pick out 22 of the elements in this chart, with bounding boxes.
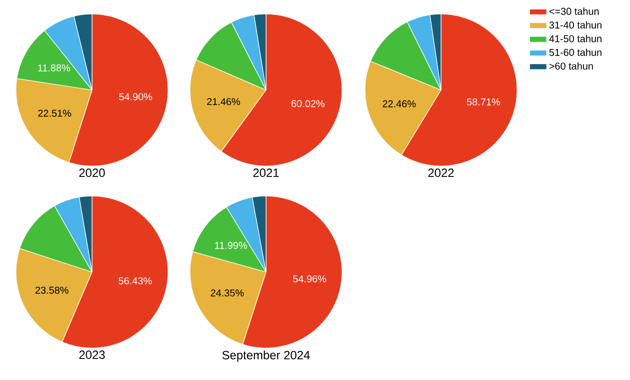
data-label: 54.90% — [119, 93, 152, 100]
legend-label: 41-50 tahun — [549, 34, 602, 42]
data-label: 60.02% — [292, 100, 324, 108]
text: 2023 — [79, 350, 105, 359]
data-label: 23.58% — [35, 286, 68, 294]
data-label: 11.99% — [215, 242, 248, 249]
data-label: 22.46% — [382, 100, 416, 108]
legend-label: 51-60 tahun — [549, 48, 602, 56]
data-label: 21.46% — [207, 98, 240, 106]
text: 2021 — [253, 168, 279, 177]
data-label: 54.96% — [293, 275, 326, 282]
legend-label: >60 tahun — [549, 62, 593, 70]
data-label: 11.88% — [38, 64, 70, 72]
data-label: 24.35% — [210, 289, 244, 296]
legend-label: <=30 tahun — [549, 8, 599, 15]
text: 2022 — [428, 168, 454, 177]
data-label: 22.51% — [38, 110, 72, 117]
legend-label: 31-40 tahun — [549, 21, 602, 29]
text: September 2024 — [222, 350, 310, 362]
text: 2020 — [79, 168, 105, 177]
data-label: 58.71% — [466, 98, 500, 106]
data-label: 56.43% — [118, 277, 152, 284]
